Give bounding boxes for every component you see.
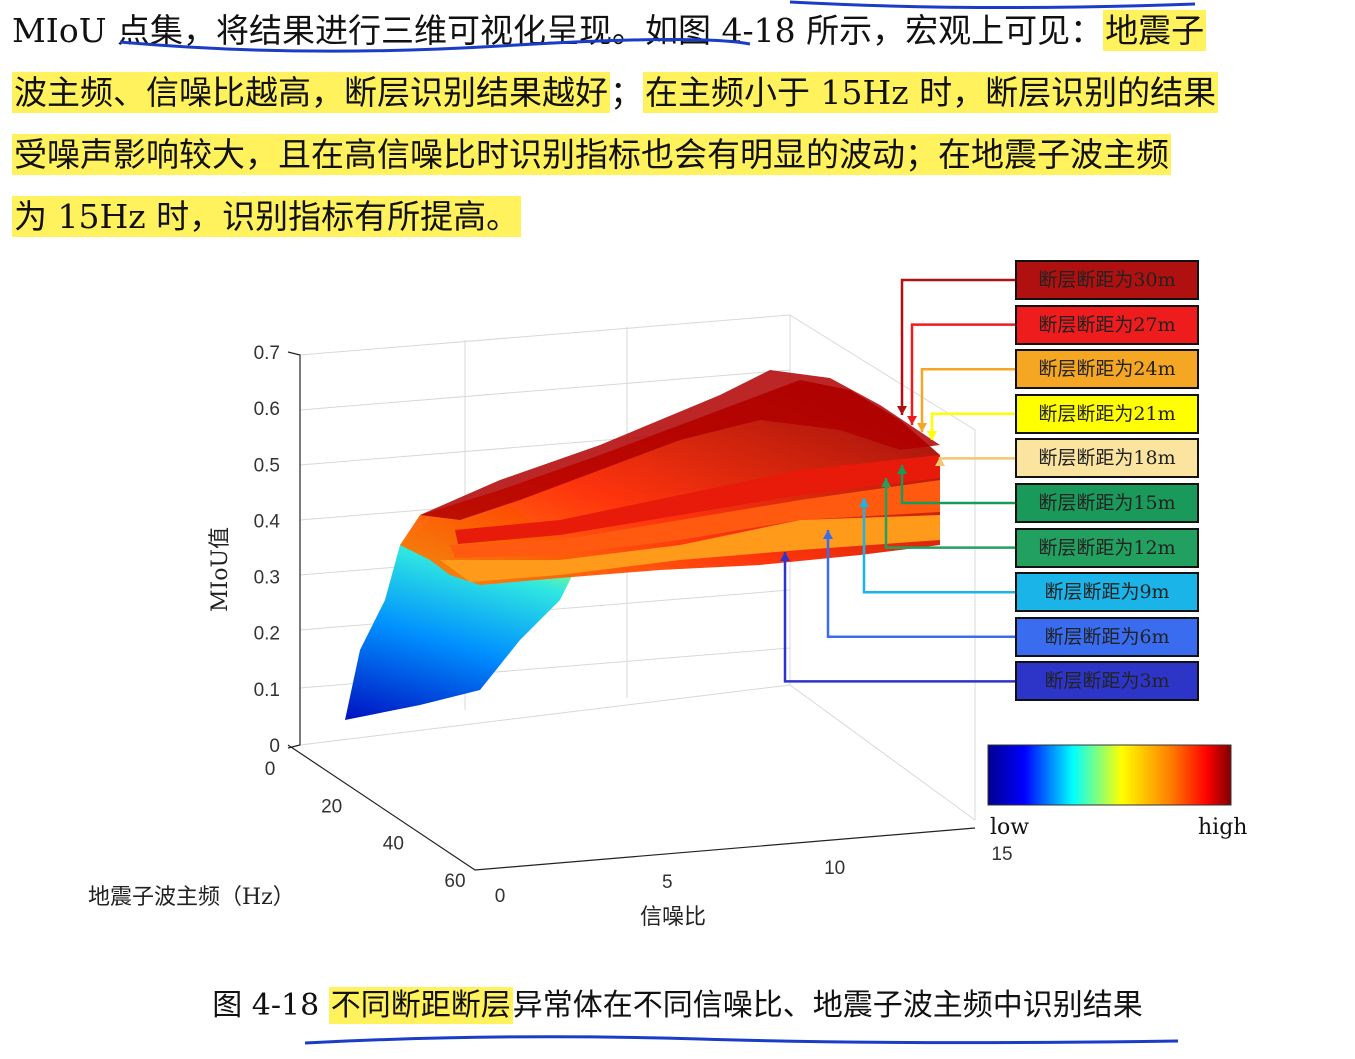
arrow-head [859, 498, 869, 507]
mesh-surface-figure: 0 0.1 0.2 0.3 0.4 0.5 0.6 0.7 0 20 40 60 0 5 10 15 MI… [88, 278, 1247, 930]
z-tick-label: 0.7 [254, 343, 280, 364]
arrow-head [780, 552, 790, 561]
leader-line [910, 323, 1015, 425]
y-tick-label: 60 [444, 871, 465, 892]
leader-line [862, 498, 1015, 594]
y-tick-label: 0 [265, 759, 276, 780]
z-tick-label: 0.1 [254, 680, 280, 701]
colorbar-high-label: high [1198, 815, 1247, 840]
z-axis-ticks: 0 0.1 0.2 0.3 0.4 0.5 0.6 0.7 [254, 343, 281, 757]
legend-leader-lines [780, 278, 1015, 683]
leader-line [938, 457, 1015, 460]
legend-entry: 断层断距为6m [1015, 616, 1199, 657]
legend-entry: 断层断距为27m [1015, 304, 1199, 345]
paragraph-line-4: 为 15Hz 时，识别指标有所提高。 [12, 196, 522, 237]
legend-entry: 断层断距为21m [1015, 393, 1199, 434]
y-tick-label: 20 [321, 796, 342, 817]
arrow-head [917, 423, 927, 432]
paragraph-line-3: 受噪声影响较大，且在高信噪比时识别指标也会有明显的波动；在地震子波主频 [12, 134, 1171, 175]
z-tick-label: 0.4 [254, 511, 281, 532]
leader-line [930, 412, 1015, 440]
y-axis-ticks: 0 20 40 60 [265, 759, 466, 892]
y-tick-label: 40 [383, 834, 404, 855]
legend-entry: 断层断距为24m [1015, 349, 1199, 390]
arrow-head [897, 406, 907, 415]
legend-entry: 断层断距为12m [1015, 527, 1199, 568]
x-tick-label: 10 [824, 858, 845, 879]
paragraph-line-2: 波主频、信噪比越高，断层识别结果越好；在主频小于 15Hz 时，断层识别的结果 [12, 72, 1219, 113]
z-tick-label: 0.6 [254, 399, 280, 420]
legend-entry: 断层断距为15m [1015, 483, 1199, 523]
body-paragraph: MIoU 点集，将结果进行三维可视化呈现。如图 4-18 所示，宏观上可见：地震… [12, 0, 1332, 248]
arrow-head [907, 416, 917, 425]
z-tick-label: 0.5 [254, 455, 280, 476]
x-tick-label: 5 [662, 872, 673, 893]
x-axis-ticks: 0 5 10 15 [495, 844, 1013, 907]
arrow-head [897, 465, 907, 474]
y-axis-label: 地震子波主频（Hz） [88, 885, 295, 910]
arrow-head [823, 530, 833, 539]
legend-entry: 断层断距为18m [1015, 438, 1199, 479]
leader-line [900, 278, 1015, 415]
arrow-head [935, 457, 945, 466]
x-axis-label: 信噪比 [640, 905, 706, 930]
colorbar [987, 744, 1232, 806]
surface-layers [345, 370, 940, 720]
legend-entry: 断层断距为30m [1015, 260, 1199, 300]
z-tick-label: 0.3 [254, 568, 280, 589]
z-tick-label: 0.2 [254, 624, 280, 645]
leader-line [826, 530, 1015, 639]
pen-underline-top [119, 0, 1196, 53]
pen-underline-caption [304, 1035, 1179, 1045]
axis-lines [287, 351, 976, 871]
colorbar-low-label: low [990, 815, 1029, 840]
z-tick-label: 0 [269, 736, 280, 757]
x-tick-label: 15 [991, 844, 1012, 865]
z-axis-label: MIoU值 [208, 527, 233, 612]
legend-entry: 断层断距为3m [1015, 661, 1199, 702]
legend-entry: 断层断距为9m [1015, 572, 1199, 613]
arrow-head [927, 431, 937, 440]
leader-line [920, 367, 1015, 432]
leader-line [783, 552, 1015, 683]
figure-caption: 图 4-18 不同断距断层异常体在不同信噪比、地震子波主频中识别结果 [212, 987, 1143, 1024]
x-tick-label: 0 [495, 886, 506, 907]
arrow-head [881, 478, 891, 487]
leader-line [884, 478, 1015, 549]
leader-line [900, 465, 1015, 505]
